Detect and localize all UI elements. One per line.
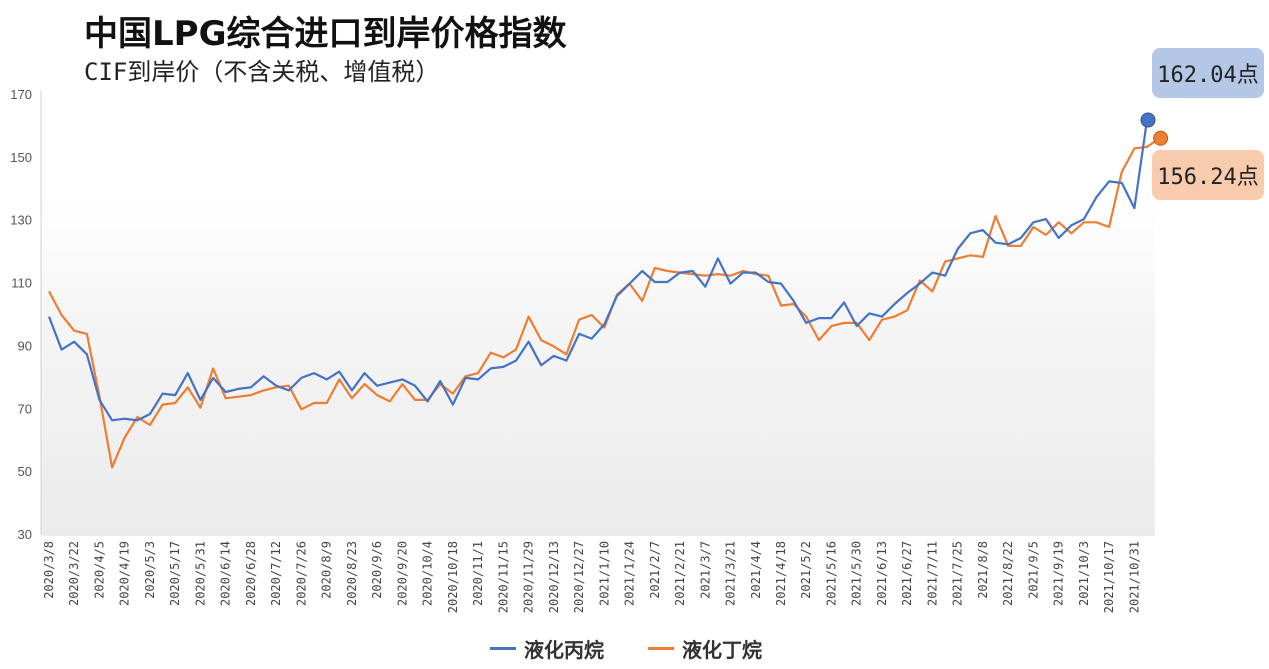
legend-swatch-butane	[648, 647, 674, 650]
x-tick-label: 2021/10/31	[1127, 541, 1141, 613]
y-tick-label: 30	[18, 527, 32, 542]
x-tick-label: 2020/6/14	[219, 541, 233, 606]
x-tick-label: 2020/3/8	[42, 541, 56, 599]
x-tick-label: 2020/4/5	[92, 541, 106, 599]
x-tick-label: 2021/5/2	[799, 541, 813, 599]
x-tick-label: 2020/7/12	[269, 541, 283, 606]
x-tick-label: 2021/1/24	[623, 541, 637, 606]
y-tick-label: 110	[11, 276, 32, 291]
x-tick-label: 2021/8/22	[1001, 541, 1015, 606]
x-tick-label: 2020/11/29	[522, 541, 536, 613]
legend-item-propane[interactable]: 液化丙烷	[490, 634, 604, 663]
x-tick-label: 2021/9/5	[1026, 541, 1040, 599]
y-tick-label: 50	[18, 464, 32, 479]
x-tick-label: 2020/3/22	[67, 541, 81, 606]
x-tick-label: 2021/7/25	[951, 541, 965, 606]
legend-label-propane: 液化丙烷	[524, 638, 604, 662]
y-tick-label: 90	[18, 338, 32, 353]
x-tick-label: 2020/5/17	[168, 541, 182, 606]
x-tick-label: 2020/5/31	[193, 541, 207, 606]
propane-last-value-callout: 162.04点	[1152, 48, 1264, 98]
x-tick-label: 2021/8/8	[976, 541, 990, 599]
chart-title: 中国LPG综合进口到岸价格指数	[84, 14, 567, 54]
x-tick-label: 2020/10/18	[446, 541, 460, 613]
y-tick-label: 150	[10, 150, 32, 165]
x-tick-label: 2021/4/18	[774, 541, 788, 606]
x-tick-label: 2021/4/4	[749, 541, 763, 599]
x-tick-label: 2021/10/17	[1102, 541, 1116, 613]
x-tick-label: 2020/8/9	[320, 541, 334, 599]
propane-last-point[interactable]	[1140, 112, 1156, 128]
butane-last-value-callout: 156.24点	[1152, 150, 1264, 200]
x-tick-label: 2020/6/28	[244, 541, 258, 606]
x-tick-label: 2020/4/19	[118, 541, 132, 606]
legend-swatch-propane	[490, 647, 516, 650]
x-tick-label: 2021/2/7	[648, 541, 662, 599]
x-tick-label: 2021/3/21	[724, 541, 738, 606]
y-tick-label: 70	[18, 401, 32, 416]
x-tick-label: 2020/8/23	[345, 541, 359, 606]
x-tick-label: 2020/5/3	[143, 541, 157, 599]
legend-label-butane: 液化丁烷	[682, 638, 762, 662]
x-tick-label: 2021/7/11	[925, 541, 939, 606]
chart-subtitle: CIF到岸价（不含关税、增值税）	[84, 58, 440, 86]
x-tick-label: 2021/9/19	[1052, 541, 1066, 606]
butane-series-line	[48, 137, 1161, 469]
y-tick-label: 170	[10, 87, 32, 102]
legend: 液化丙烷 液化丁烷	[490, 634, 762, 663]
x-tick-label: 2020/12/27	[572, 541, 586, 613]
x-tick-label: 2021/10/3	[1077, 541, 1091, 606]
x-tick-label: 2020/7/26	[294, 541, 308, 606]
plot-area	[41, 200, 1155, 536]
y-tick-label: 130	[10, 213, 32, 228]
legend-item-butane[interactable]: 液化丁烷	[648, 634, 762, 663]
x-tick-label: 2020/10/4	[421, 541, 435, 606]
x-tick-label: 2020/9/6	[370, 541, 384, 599]
x-tick-label: 2021/2/21	[673, 541, 687, 606]
x-tick-label: 2020/11/1	[471, 541, 485, 606]
x-tick-label: 2021/5/30	[850, 541, 864, 606]
x-tick-label: 2021/5/16	[824, 541, 838, 606]
propane-series-line	[47, 119, 1149, 422]
x-tick-label: 2021/1/10	[597, 541, 611, 606]
x-tick-label: 2020/11/15	[496, 541, 510, 613]
x-tick-label: 2020/9/20	[395, 541, 409, 606]
x-tick-label: 2021/6/13	[875, 541, 889, 606]
x-tick-label: 2021/3/7	[698, 541, 712, 599]
x-tick-label: 2021/6/27	[900, 541, 914, 606]
butane-last-point[interactable]	[1153, 130, 1169, 146]
x-tick-label: 2020/12/13	[547, 541, 561, 613]
